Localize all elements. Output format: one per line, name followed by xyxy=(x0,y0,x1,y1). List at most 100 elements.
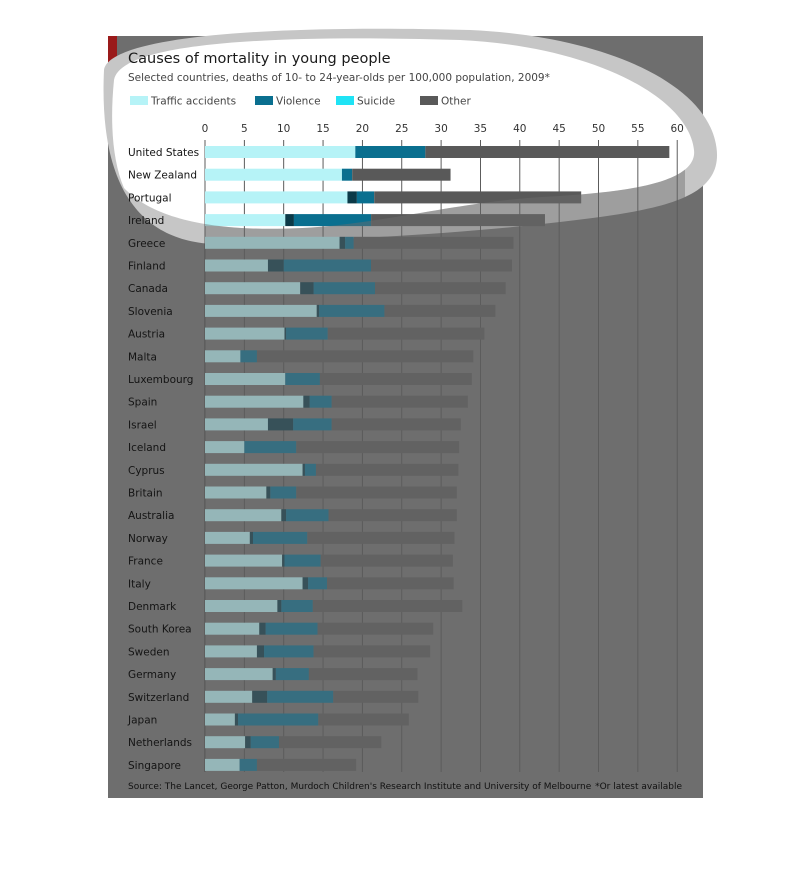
bar-suicide-luxembourg xyxy=(285,373,320,385)
country-label-slovenia: Slovenia xyxy=(128,306,173,318)
country-label-denmark: Denmark xyxy=(128,601,177,613)
bar-suicide-canada xyxy=(313,282,375,295)
country-label-sweden: Sweden xyxy=(128,646,170,658)
country-label-israel: Israel xyxy=(128,419,157,431)
bar-traffic-accidents-italy xyxy=(205,577,303,590)
chart-legend: Traffic accidents Violence Suicide Other xyxy=(130,96,471,108)
bar-violence-israel xyxy=(267,418,294,431)
bar-traffic-accidents-norway xyxy=(205,531,250,544)
bar-traffic-accidents-greece xyxy=(205,236,340,249)
bar-violence-france xyxy=(282,554,285,567)
bar-traffic-accidents-france xyxy=(205,554,283,567)
legend-swatch-suicide xyxy=(336,96,354,105)
legend-swatch-violence xyxy=(255,96,273,105)
bar-other-portugal xyxy=(374,191,582,204)
x-tick-label-45: 45 xyxy=(552,123,565,135)
bar-other-norway xyxy=(307,531,455,544)
bar-traffic-accidents-cyprus xyxy=(205,463,303,476)
bar-other-australia xyxy=(328,509,457,522)
country-label-france: France xyxy=(128,556,163,568)
bar-other-italy xyxy=(326,577,454,590)
x-tick-label-0: 0 xyxy=(202,123,209,135)
bar-suicide-denmark xyxy=(281,600,313,612)
bar-traffic-accidents-britain xyxy=(205,486,267,499)
bar-other-united-states xyxy=(425,146,670,158)
country-label-norway: Norway xyxy=(128,533,168,545)
y-axis-country-labels: United States New Zealand Portugal Ireland G… xyxy=(127,147,199,772)
bar-violence-britain xyxy=(266,486,271,499)
bar-violence-sweden xyxy=(256,645,265,658)
bar-traffic-accidents-ireland xyxy=(205,214,286,227)
bar-suicide-germany xyxy=(275,668,309,681)
bar-suicide-portugal xyxy=(356,191,375,204)
x-tick-label-15: 15 xyxy=(316,123,329,135)
bar-violence-canada xyxy=(300,282,314,295)
country-label-spain: Spain xyxy=(128,397,157,409)
x-tick-label-35: 35 xyxy=(474,123,487,135)
country-label-netherlands: Netherlands xyxy=(128,737,192,749)
bar-other-slovenia xyxy=(384,304,496,317)
country-label-italy: Italy xyxy=(128,578,151,590)
bar-suicide-finland xyxy=(283,259,372,272)
country-label-new-zealand: New Zealand xyxy=(128,170,197,182)
bar-other-canada xyxy=(374,282,506,295)
bar-violence-japan xyxy=(234,713,239,726)
bar-traffic-accidents-germany xyxy=(205,668,273,681)
bar-violence-norway xyxy=(249,531,254,544)
brand-red-corner xyxy=(108,36,117,66)
bar-other-sweden xyxy=(313,645,431,658)
bar-violence-italy xyxy=(302,577,309,590)
bar-other-britain xyxy=(296,486,457,499)
bar-other-new-zealand xyxy=(352,168,451,181)
country-label-portugal: Portugal xyxy=(128,192,172,204)
bar-violence-australia xyxy=(281,509,287,522)
country-label-britain: Britain xyxy=(128,488,163,500)
bar-traffic-accidents-australia xyxy=(205,509,282,522)
x-axis-tick-labels: 0 5 10 15 20 25 30 35 40 45 50 55 60 xyxy=(202,123,684,135)
bar-suicide-britain xyxy=(270,486,297,499)
bar-other-ireland xyxy=(371,214,545,227)
bar-other-iceland xyxy=(296,441,460,454)
bar-violence-ireland xyxy=(285,214,294,227)
bar-violence-slovenia xyxy=(316,304,320,317)
bar-other-south-korea xyxy=(317,622,434,635)
bar-suicide-slovenia xyxy=(319,304,385,317)
bar-other-denmark xyxy=(312,600,463,612)
legend-swatch-traffic-accidents xyxy=(130,96,148,105)
bar-traffic-accidents-sweden xyxy=(205,645,257,658)
bar-violence-south-korea xyxy=(259,622,266,635)
country-label-united-states: United States xyxy=(128,147,199,159)
bar-other-germany xyxy=(308,668,418,681)
bar-violence-germany xyxy=(272,668,276,681)
bar-suicide-malta xyxy=(240,350,257,363)
country-label-austria: Austria xyxy=(128,329,165,341)
bar-traffic-accidents-south-korea xyxy=(205,622,260,635)
bar-violence-netherlands xyxy=(245,736,251,749)
legend-label-other: Other xyxy=(441,96,471,108)
footnote: *Or latest available xyxy=(595,782,682,792)
bar-traffic-accidents-slovenia xyxy=(205,304,317,317)
bar-suicide-australia xyxy=(286,509,329,522)
country-label-germany: Germany xyxy=(128,669,176,681)
bar-violence-denmark xyxy=(277,600,282,612)
bar-other-luxembourg xyxy=(319,373,472,385)
stacked-bars xyxy=(205,146,670,771)
bar-traffic-accidents-canada xyxy=(205,282,301,295)
chart-subtitle: Selected countries, deaths of 10- to 24-… xyxy=(128,72,550,84)
bar-suicide-singapore xyxy=(239,758,257,771)
bar-suicide-italy xyxy=(308,577,327,590)
bar-traffic-accidents-singapore xyxy=(205,758,240,771)
bar-other-austria xyxy=(327,327,485,340)
bar-suicide-new-zealand xyxy=(341,168,353,181)
country-label-finland: Finland xyxy=(128,261,166,273)
bar-other-finland xyxy=(371,259,512,272)
bar-traffic-accidents-austria xyxy=(205,327,285,340)
bar-suicide-israel xyxy=(293,418,332,431)
bar-suicide-japan xyxy=(238,713,319,726)
legend-label-traffic-accidents: Traffic accidents xyxy=(150,96,236,108)
bar-violence-greece xyxy=(339,236,346,249)
bar-traffic-accidents-japan xyxy=(205,713,235,726)
bar-other-israel xyxy=(331,418,461,431)
vignette-dim-overlay xyxy=(205,140,685,775)
